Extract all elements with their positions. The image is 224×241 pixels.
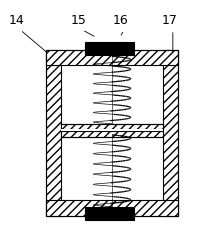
Bar [61, 129, 163, 131]
Text: 16: 16 [113, 14, 129, 27]
Bar [85, 208, 134, 220]
Bar [163, 50, 178, 216]
Bar [61, 131, 163, 137]
Bar [85, 42, 134, 55]
Bar [61, 124, 163, 129]
Bar [61, 65, 163, 200]
Bar [46, 50, 178, 216]
Bar [46, 50, 61, 216]
Text: 17: 17 [162, 14, 177, 27]
Bar [46, 50, 178, 65]
Text: 15: 15 [71, 14, 87, 27]
Text: 14: 14 [9, 14, 25, 27]
Bar [46, 200, 178, 216]
